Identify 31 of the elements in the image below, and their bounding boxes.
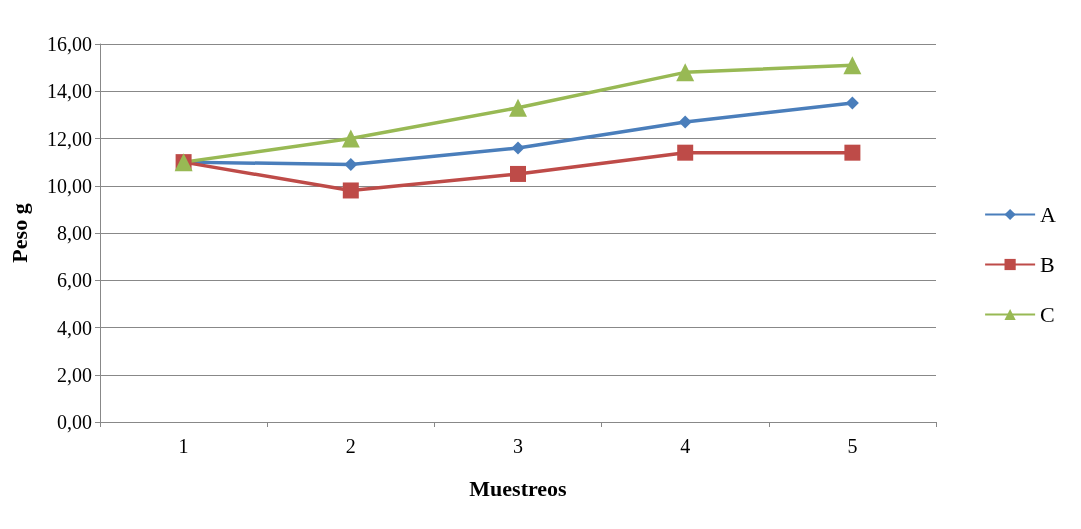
y-axis-title: Peso g [6,203,32,263]
x-tick-label: 3 [513,435,523,457]
y-tick-label: 0,00 [57,411,92,433]
legend-label: C [1040,302,1055,327]
y-tick-label: 10,00 [47,174,92,197]
x-tick-label: 1 [178,435,189,457]
y-tick-label: 16,00 [47,33,92,55]
point [845,96,859,110]
y-tick-label: 12,00 [47,127,92,150]
y-tick-label: 8,00 [57,222,92,244]
point [510,165,526,182]
point [509,98,527,117]
x-tick-label: 5 [847,435,858,457]
point [678,115,692,129]
point [344,157,358,171]
y-tick-label: 14,00 [47,80,92,103]
point [843,56,862,75]
x-axis-title: Muestreos [469,475,568,501]
point [676,63,695,82]
x-tick-label: 4 [680,435,691,457]
point [341,129,360,148]
legend-label: A [1040,202,1057,227]
point [844,144,861,161]
y-tick-label: 6,00 [57,269,92,292]
point [342,182,359,199]
y-tick-label: 4,00 [57,316,92,339]
point [511,141,525,155]
y-tick-label: 2,00 [57,363,92,386]
legend-label: B [1040,252,1055,277]
x-tick-label: 2 [345,435,356,457]
point [677,144,694,161]
